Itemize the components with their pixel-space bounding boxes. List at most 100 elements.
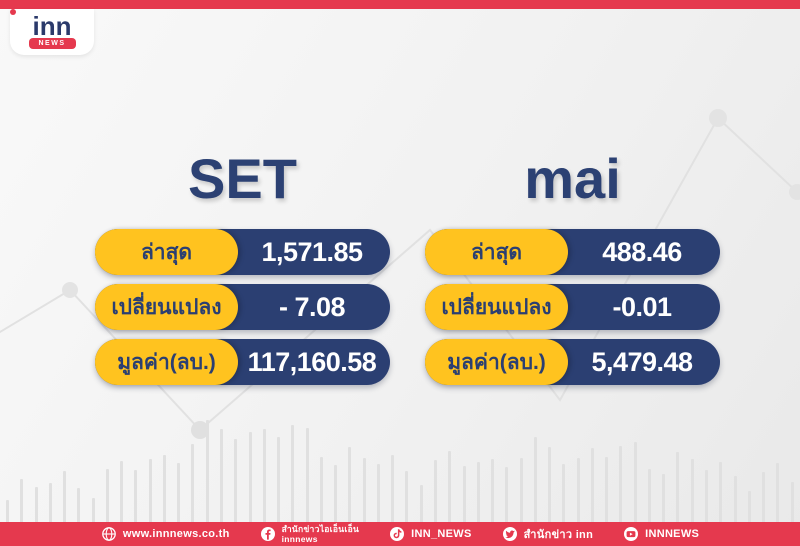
mai-value-label: มูลค่า(ลบ.) xyxy=(425,339,568,385)
bar xyxy=(790,481,794,522)
bar xyxy=(162,454,166,522)
bar xyxy=(48,483,52,522)
set-panel: SET ล่าสุด 1,571.85 เปลี่ยนแปลง - 7.08 ม… xyxy=(95,148,390,394)
bar xyxy=(334,464,338,522)
bar xyxy=(733,475,737,522)
mai-value-row: มูลค่า(ลบ.) 5,479.48 xyxy=(425,339,720,385)
bar xyxy=(505,466,509,522)
set-title: SET xyxy=(188,147,297,210)
bar xyxy=(747,490,751,522)
bar xyxy=(91,498,95,522)
bar xyxy=(234,439,238,522)
bar xyxy=(576,458,580,522)
bar xyxy=(419,484,423,522)
bar xyxy=(705,469,709,522)
bar xyxy=(376,463,380,522)
bar xyxy=(690,459,694,522)
facebook-icon xyxy=(260,526,276,542)
mai-panel: mai ล่าสุด 488.46 เปลี่ยนแปลง -0.01 มูลค… xyxy=(425,148,720,394)
set-latest-value: 1,571.85 xyxy=(261,236,363,267)
set-value-label: มูลค่า(ลบ.) xyxy=(95,339,238,385)
bar xyxy=(633,442,637,522)
mai-latest-value: 488.46 xyxy=(602,236,682,267)
footer-bar: www.innnews.co.th สำนักข่าวไอเอ็นเอ็น in… xyxy=(0,522,800,546)
footer-twitter-label: สำนักข่าว inn xyxy=(523,529,594,541)
bar xyxy=(120,461,124,522)
footer-facebook-label: สำนักข่าวไอเอ็นเอ็น innnews xyxy=(282,524,360,544)
footer-youtube: INNNEWS xyxy=(623,526,699,542)
logo-news-badge: NEWS xyxy=(28,38,76,49)
footer-website: www.innnews.co.th xyxy=(101,526,230,542)
bar xyxy=(405,471,409,522)
bar xyxy=(433,460,437,522)
bar xyxy=(548,446,552,522)
bar xyxy=(63,470,67,522)
bar xyxy=(148,458,152,522)
bar xyxy=(362,457,366,522)
set-change-label: เปลี่ยนแปลง xyxy=(95,284,238,330)
tiktok-icon xyxy=(389,526,405,542)
bar xyxy=(134,470,138,522)
bar xyxy=(491,458,495,522)
bar xyxy=(448,451,452,522)
set-latest-label: ล่าสุด xyxy=(95,229,238,275)
bar xyxy=(662,474,666,522)
globe-icon xyxy=(101,526,117,542)
bar xyxy=(219,429,223,522)
bar xyxy=(647,468,651,522)
bar xyxy=(590,447,594,522)
twitter-icon xyxy=(502,526,518,542)
bar xyxy=(291,425,295,522)
bar xyxy=(205,420,209,522)
mai-value-value: 5,479.48 xyxy=(591,346,693,377)
bar xyxy=(262,429,266,522)
bar xyxy=(6,499,9,522)
bar xyxy=(391,454,395,522)
bar xyxy=(77,487,81,522)
set-value-row: มูลค่า(ลบ.) 117,160.58 xyxy=(95,339,390,385)
bar xyxy=(462,465,466,522)
bar xyxy=(605,456,609,522)
logo-wordmark: inn xyxy=(32,11,72,41)
bars-decoration xyxy=(6,410,794,522)
bar xyxy=(248,431,252,522)
bar xyxy=(319,457,323,522)
inn-news-logo: inn NEWS xyxy=(10,9,94,55)
youtube-icon xyxy=(623,526,639,542)
bar xyxy=(533,436,537,522)
mai-change-row: เปลี่ยนแปลง -0.01 xyxy=(425,284,720,330)
mai-latest-label: ล่าสุด xyxy=(425,229,568,275)
footer-tiktok: INN_NEWS xyxy=(389,526,471,542)
logo-red-dot-icon xyxy=(10,9,16,15)
bar xyxy=(105,469,109,522)
bar xyxy=(619,446,623,522)
bar xyxy=(762,472,766,522)
bar xyxy=(719,461,723,522)
bar xyxy=(177,462,181,522)
set-value-value: 117,160.58 xyxy=(247,346,377,377)
bar xyxy=(191,444,195,522)
mai-change-value: -0.01 xyxy=(612,291,672,322)
set-change-row: เปลี่ยนแปลง - 7.08 xyxy=(95,284,390,330)
bar xyxy=(20,479,24,522)
set-change-value: - 7.08 xyxy=(278,291,346,322)
bar xyxy=(305,427,309,522)
bar xyxy=(348,446,352,522)
footer-facebook: สำนักข่าวไอเอ็นเอ็น innnews xyxy=(260,524,360,544)
set-latest-row: ล่าสุด 1,571.85 xyxy=(95,229,390,275)
footer-website-label: www.innnews.co.th xyxy=(122,528,230,540)
bar xyxy=(676,451,680,522)
bar xyxy=(277,437,281,522)
mai-title: mai xyxy=(524,147,621,210)
footer-facebook-line1: สำนักข่าวไอเอ็นเอ็น xyxy=(281,524,360,534)
bar xyxy=(562,463,566,522)
bar xyxy=(34,486,38,522)
bar xyxy=(476,462,480,522)
bar xyxy=(776,462,780,522)
mai-change-label: เปลี่ยนแปลง xyxy=(425,284,568,330)
bar xyxy=(519,458,523,522)
top-red-strip xyxy=(0,0,800,9)
footer-twitter: สำนักข่าว inn xyxy=(502,525,594,543)
mai-latest-row: ล่าสุด 488.46 xyxy=(425,229,720,275)
